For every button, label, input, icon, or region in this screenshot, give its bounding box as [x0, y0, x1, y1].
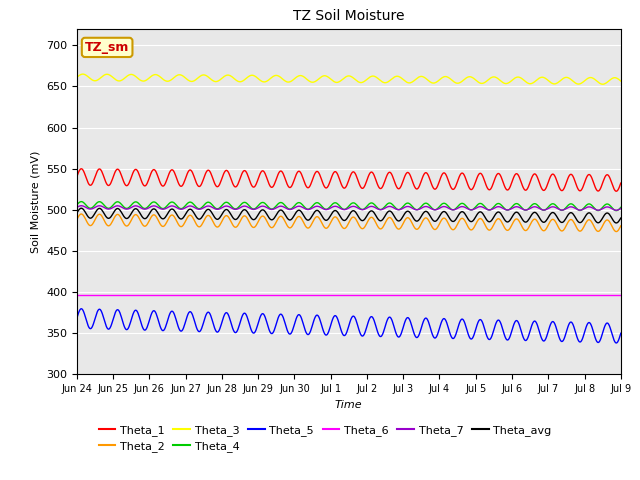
Theta_5 — [195, 328, 202, 334]
Theta_6 — [431, 292, 438, 298]
Theta_3 — [599, 81, 607, 87]
Theta_2 — [140, 223, 147, 228]
Theta_2 — [612, 228, 620, 234]
Theta_2 — [77, 211, 85, 217]
Theta_3 — [223, 72, 231, 78]
Theta_5 — [612, 340, 620, 346]
Theta_4 — [140, 205, 147, 211]
Line: Theta_7: Theta_7 — [77, 206, 621, 210]
Title: TZ Soil Moisture: TZ Soil Moisture — [293, 10, 404, 24]
Theta_4 — [617, 204, 625, 210]
Text: TZ_sm: TZ_sm — [85, 41, 129, 54]
Theta_3 — [617, 78, 625, 84]
Theta_6 — [83, 292, 90, 298]
Theta_6 — [223, 292, 230, 298]
Theta_avg — [431, 218, 439, 224]
Theta_1 — [73, 174, 81, 180]
Theta_avg — [77, 205, 85, 211]
Theta_3 — [195, 74, 202, 80]
Legend: Theta_1, Theta_2, Theta_3, Theta_4, Theta_5, Theta_6, Theta_7, Theta_avg: Theta_1, Theta_2, Theta_3, Theta_4, Thet… — [99, 425, 552, 452]
Line: Theta_1: Theta_1 — [77, 169, 621, 191]
Theta_avg — [416, 216, 424, 222]
Theta_3 — [140, 78, 147, 84]
Theta_2 — [84, 220, 92, 226]
Theta_5 — [77, 306, 85, 312]
Theta_7 — [612, 207, 620, 213]
Theta_3 — [79, 71, 86, 77]
Theta_7 — [431, 207, 439, 213]
Theta_7 — [223, 203, 231, 209]
Theta_4 — [223, 200, 231, 205]
Theta_4 — [195, 206, 202, 212]
Theta_7 — [416, 206, 424, 212]
Theta_avg — [195, 216, 202, 222]
Theta_2 — [73, 217, 81, 223]
Theta_6 — [415, 292, 422, 298]
Theta_7 — [195, 206, 202, 212]
Theta_4 — [77, 199, 85, 204]
Theta_avg — [73, 210, 81, 216]
Line: Theta_4: Theta_4 — [77, 202, 621, 211]
Theta_7 — [140, 206, 147, 212]
Theta_4 — [84, 204, 92, 209]
Theta_1 — [84, 178, 92, 184]
Theta_avg — [617, 215, 625, 221]
Theta_avg — [612, 220, 620, 226]
Theta_3 — [84, 73, 92, 79]
Theta_5 — [431, 335, 439, 341]
Theta_6 — [617, 292, 625, 298]
Theta_6 — [139, 292, 147, 298]
Theta_5 — [416, 331, 424, 336]
Theta_avg — [140, 215, 147, 221]
Theta_7 — [617, 206, 625, 212]
Theta_6 — [73, 292, 81, 298]
Theta_5 — [73, 315, 81, 321]
Y-axis label: Soil Moisture (mV): Soil Moisture (mV) — [30, 150, 40, 253]
Theta_2 — [431, 227, 439, 232]
Line: Theta_5: Theta_5 — [77, 309, 621, 343]
Theta_4 — [73, 202, 81, 208]
Theta_4 — [431, 207, 439, 213]
Theta_5 — [617, 330, 625, 336]
Theta_2 — [416, 224, 424, 230]
Theta_1 — [617, 180, 625, 186]
Line: Theta_avg: Theta_avg — [77, 208, 621, 223]
Theta_4 — [612, 208, 620, 214]
Theta_2 — [223, 213, 231, 219]
Theta_3 — [73, 74, 81, 80]
Theta_2 — [195, 224, 202, 229]
Theta_6 — [194, 292, 202, 298]
Theta_1 — [431, 186, 439, 192]
Theta_1 — [416, 183, 424, 189]
Theta_1 — [140, 182, 147, 188]
X-axis label: Time: Time — [335, 400, 363, 409]
Theta_7 — [73, 204, 81, 210]
Line: Theta_2: Theta_2 — [77, 214, 621, 231]
Theta_avg — [223, 207, 231, 213]
Line: Theta_3: Theta_3 — [77, 74, 621, 84]
Theta_1 — [612, 188, 620, 194]
Theta_1 — [223, 168, 231, 174]
Theta_5 — [223, 311, 231, 316]
Theta_1 — [195, 183, 202, 189]
Theta_5 — [84, 321, 92, 326]
Theta_7 — [77, 203, 85, 209]
Theta_7 — [84, 205, 92, 211]
Theta_avg — [84, 213, 92, 218]
Theta_3 — [431, 80, 439, 85]
Theta_5 — [140, 326, 147, 332]
Theta_1 — [77, 166, 85, 172]
Theta_3 — [416, 74, 424, 80]
Theta_2 — [617, 223, 625, 229]
Theta_4 — [416, 205, 424, 211]
